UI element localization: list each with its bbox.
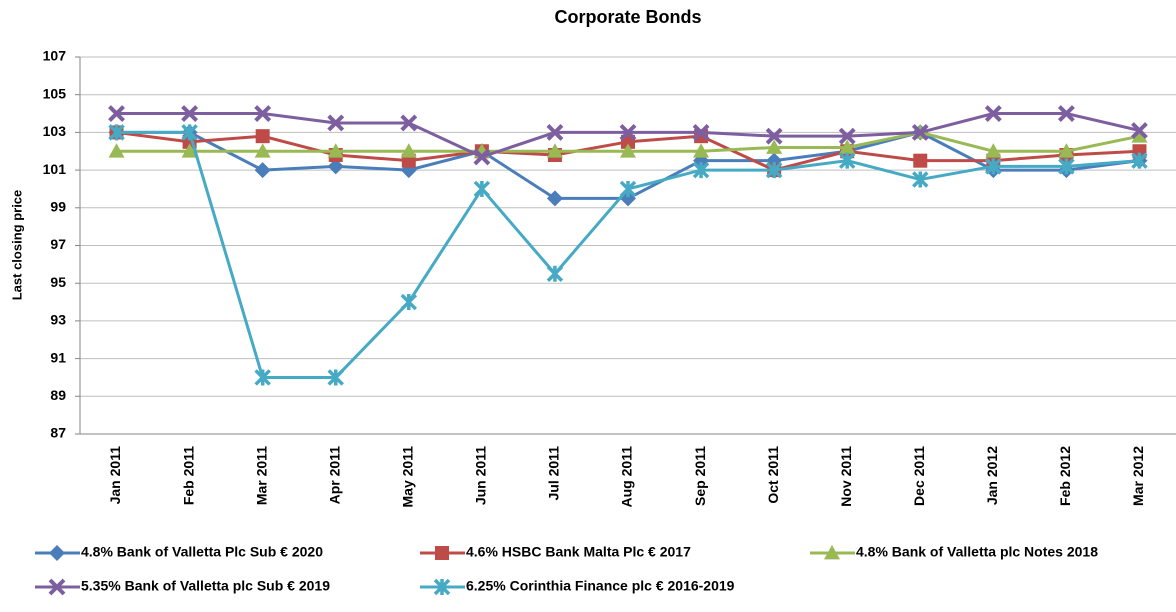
marker	[181, 124, 198, 141]
legend-label: 6.25% Corinthia Finance plc € 2016-2019	[466, 578, 735, 594]
marker	[108, 105, 125, 122]
marker	[1131, 128, 1148, 143]
marker	[913, 153, 928, 168]
y-tick-label: 107	[43, 48, 67, 64]
marker	[838, 152, 856, 169]
marker	[108, 143, 125, 158]
marker	[327, 143, 344, 158]
marker	[824, 545, 840, 560]
marker	[985, 143, 1002, 158]
marker	[400, 114, 418, 132]
x-tick-label: May 2011	[400, 446, 416, 508]
marker	[1058, 143, 1075, 158]
marker	[400, 293, 418, 311]
marker	[692, 123, 710, 141]
marker	[546, 123, 564, 141]
marker	[433, 578, 451, 596]
marker	[619, 123, 637, 141]
marker	[766, 139, 783, 154]
marker	[255, 129, 270, 144]
y-tick-label: 97	[50, 236, 66, 252]
y-tick-label: 95	[50, 274, 66, 290]
x-tick-label: Feb 2011	[180, 446, 196, 505]
marker	[254, 105, 272, 122]
marker	[473, 148, 491, 166]
marker	[838, 127, 856, 145]
marker	[912, 171, 929, 188]
x-tick-label: Oct 2011	[765, 446, 781, 504]
x-tick-label: Jan 2011	[107, 446, 123, 505]
y-tick-label: 93	[50, 312, 66, 328]
marker	[327, 158, 344, 175]
marker	[327, 114, 345, 132]
marker	[254, 162, 271, 179]
y-tick-label: 87	[50, 425, 66, 441]
legend-label: 4.8% Bank of Valletta Plc Sub € 2020	[81, 544, 323, 560]
marker	[435, 546, 449, 560]
marker	[911, 123, 929, 141]
marker	[108, 124, 125, 141]
marker	[254, 369, 271, 386]
x-tick-label: Jan 2012	[984, 446, 1000, 505]
marker	[546, 143, 563, 158]
y-tick-label: 91	[50, 349, 66, 365]
marker	[546, 190, 563, 207]
marker	[839, 139, 856, 154]
marker	[327, 369, 344, 386]
marker	[48, 578, 66, 596]
legend-label: 4.6% HSBC Bank Malta Plc € 2017	[466, 544, 691, 560]
marker	[181, 105, 199, 122]
marker	[254, 143, 271, 158]
marker	[692, 161, 710, 179]
marker	[765, 127, 783, 145]
x-tick-label: Feb 2012	[1057, 446, 1073, 506]
marker	[49, 545, 65, 561]
marker	[473, 180, 491, 198]
marker	[1057, 105, 1075, 122]
x-tick-label: Aug 2011	[619, 446, 635, 508]
x-tick-label: Apr 2011	[326, 446, 342, 505]
y-tick-label: 101	[43, 161, 67, 177]
legend-label: 4.8% Bank of Valletta plc Notes 2018	[856, 544, 1098, 560]
marker	[619, 180, 637, 198]
y-axis-label: Last closing price	[9, 190, 24, 301]
x-tick-label: Mar 2011	[253, 446, 269, 505]
marker	[400, 143, 417, 158]
marker	[693, 143, 710, 158]
x-tick-label: Dec 2011	[911, 446, 927, 506]
x-tick-label: Nov 2011	[838, 446, 854, 507]
marker	[765, 161, 783, 179]
y-tick-label: 105	[43, 85, 67, 101]
marker	[181, 143, 198, 158]
marker	[1058, 158, 1075, 175]
marker	[620, 143, 636, 158]
y-tick-label: 89	[50, 387, 66, 403]
x-tick-label: Jul 2011	[546, 446, 562, 501]
marker	[985, 158, 1002, 175]
marker	[984, 105, 1002, 122]
x-tick-label: Mar 2012	[1130, 446, 1146, 506]
legend-label: 5.35% Bank of Valletta plc Sub € 2019	[81, 578, 330, 594]
marker	[1131, 152, 1148, 169]
marker	[546, 265, 564, 283]
marker	[1131, 122, 1148, 139]
chart-title: Corporate Bonds	[554, 7, 701, 27]
y-tick-label: 99	[50, 199, 66, 215]
x-tick-label: Jun 2011	[473, 446, 489, 505]
x-tick-label: Sep 2011	[692, 446, 708, 506]
y-tick-label: 103	[43, 123, 67, 139]
